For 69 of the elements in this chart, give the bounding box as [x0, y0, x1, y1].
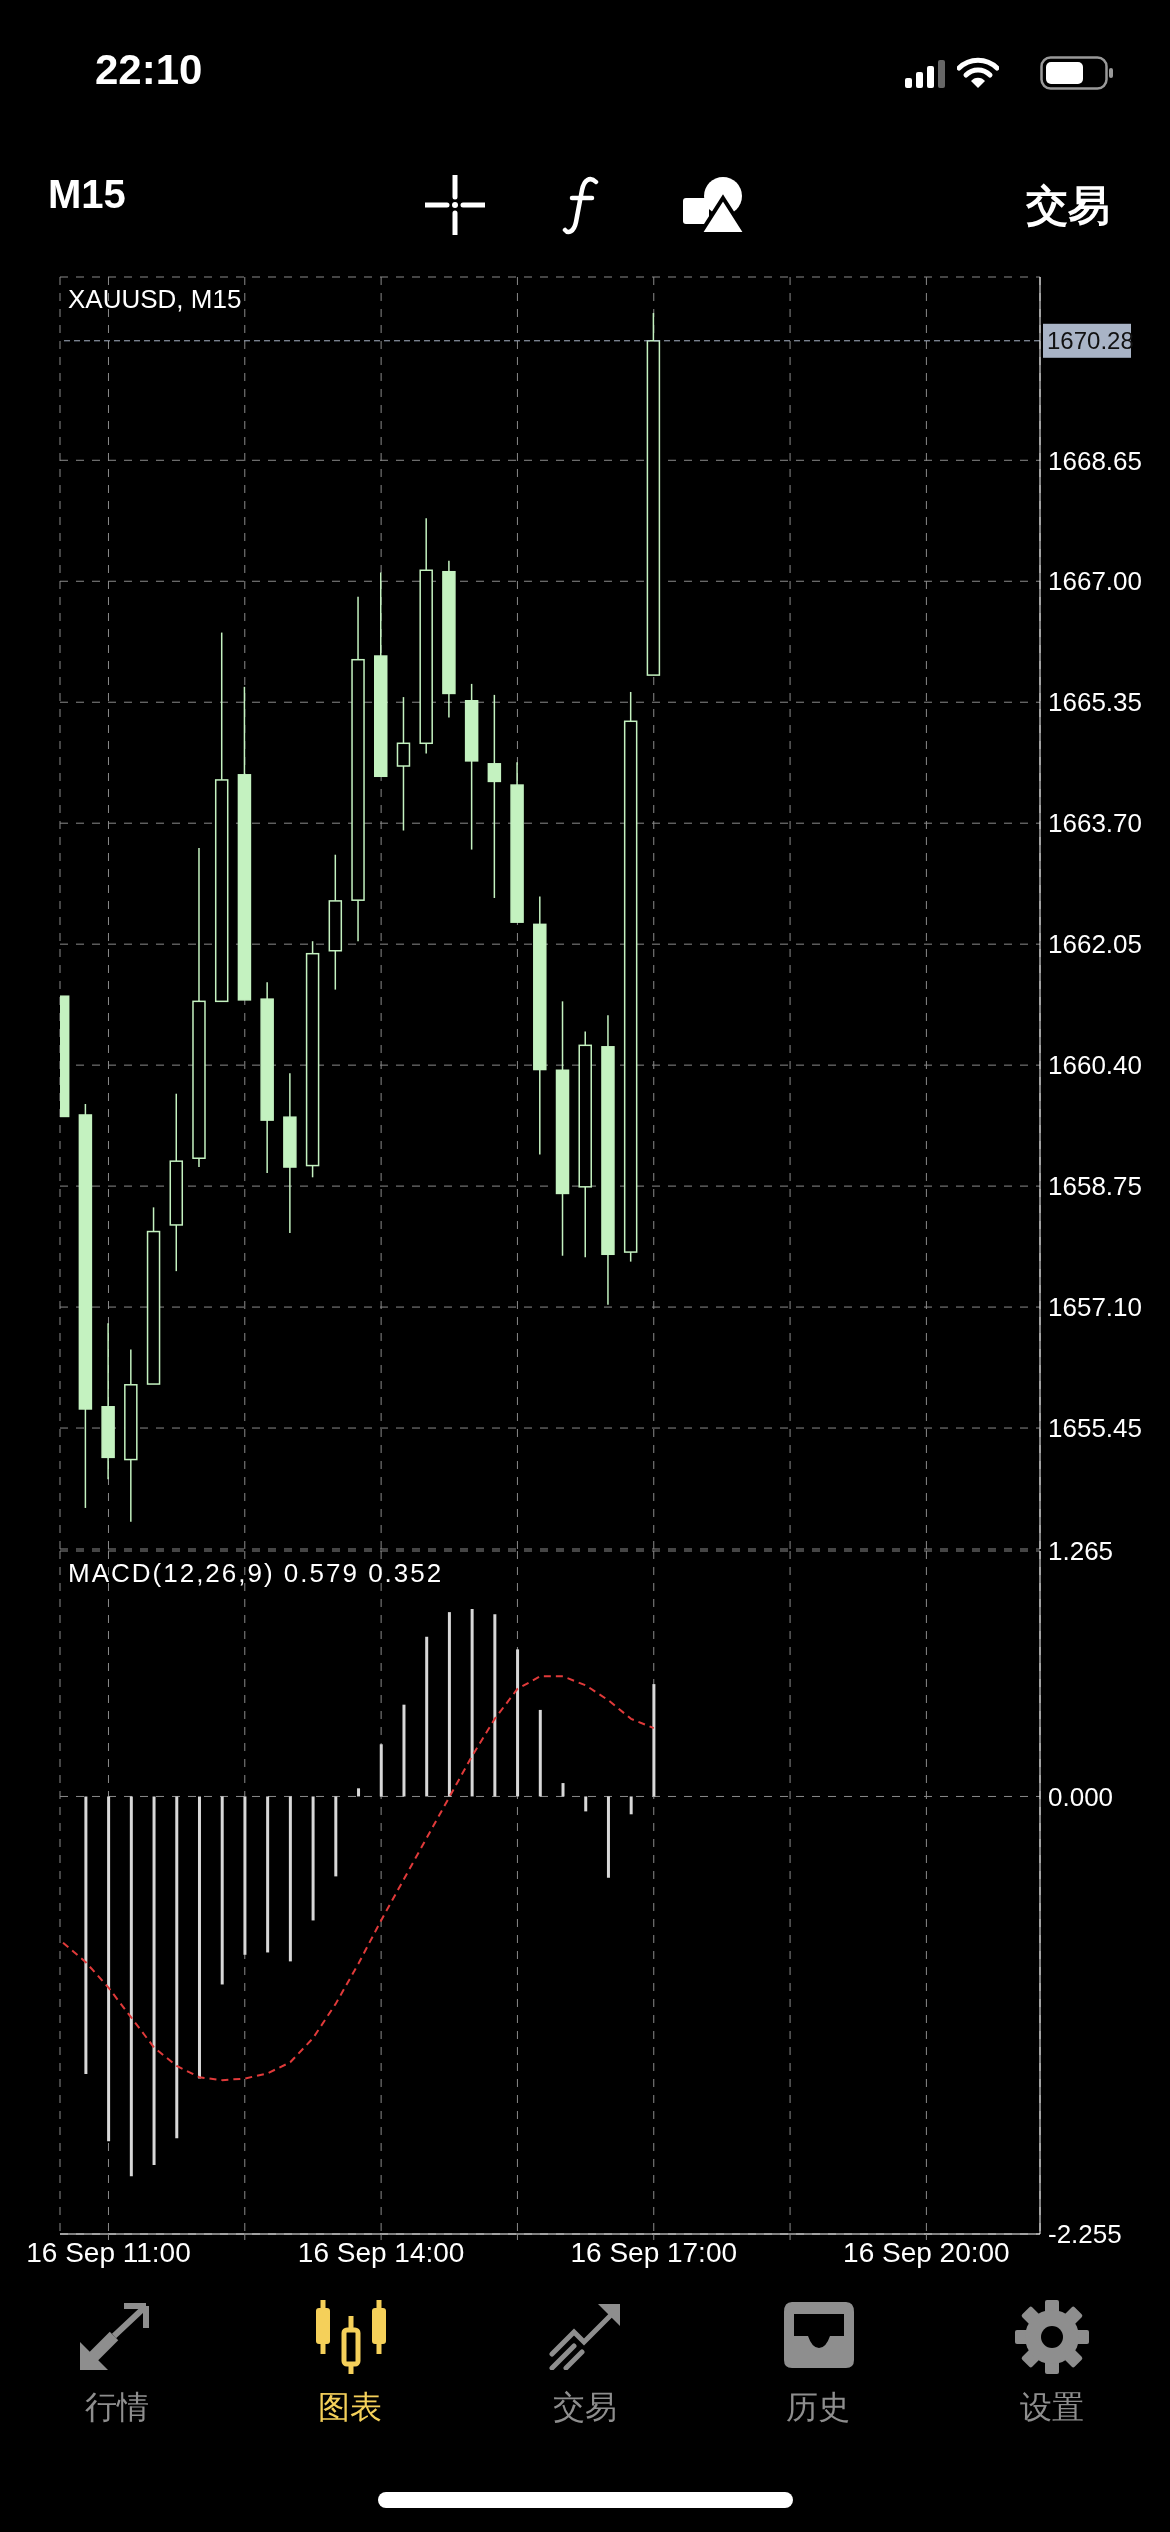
bar [493, 1614, 497, 1797]
bar [175, 1796, 179, 2139]
y-tick-label: 1662.05 [1048, 929, 1142, 960]
candlestick [260, 981, 274, 1174]
y-tick-label: -2.255 [1048, 2219, 1122, 2250]
x-tick-label: 16 Sep 17:00 [570, 2236, 738, 2268]
bar [129, 1796, 133, 2177]
line-series [62, 1675, 655, 2082]
text: 历史 [785, 2388, 851, 2427]
text: 交易 [1026, 181, 1110, 231]
text: M15 [48, 172, 126, 217]
bar [538, 1709, 542, 1797]
bar [652, 1684, 656, 1797]
y-tick-label: 1663.70 [1048, 808, 1142, 839]
candlestick [169, 1092, 184, 1272]
candlestick [283, 1072, 297, 1234]
candlestick [396, 696, 411, 832]
bar [84, 1796, 88, 2075]
y-tick-label: 1655.45 [1048, 1413, 1142, 1444]
candlestick [124, 1348, 138, 1523]
candlestick [533, 895, 547, 1156]
bar [379, 1744, 383, 1797]
y-tick-label: 1668.65 [1048, 445, 1142, 476]
candlestick [601, 1014, 615, 1306]
candlestick [351, 595, 365, 942]
bar [357, 1788, 361, 1797]
bar [243, 1796, 247, 1955]
bar [220, 1796, 224, 1985]
candlestick [487, 694, 502, 899]
bar [288, 1796, 292, 1962]
bar [606, 1796, 610, 1878]
bar [516, 1649, 520, 1797]
text: 图表 [317, 2388, 383, 2427]
chart-title: XAUUSD, M15 [68, 284, 242, 315]
bar [266, 1796, 270, 1953]
x-tick-label: 16 Sep 14:00 [297, 2236, 465, 2268]
bar [425, 1636, 429, 1797]
candlestick [192, 847, 206, 1168]
y-tick-label: 1658.75 [1048, 1171, 1142, 1202]
y-tick-label: 1660.40 [1048, 1050, 1142, 1081]
y-tick-label: 1665.35 [1048, 687, 1142, 718]
bar [470, 1609, 474, 1797]
bar [197, 1796, 201, 2079]
candlestick [578, 1030, 592, 1258]
bar [561, 1783, 565, 1797]
y-tick-label: 1667.00 [1048, 566, 1142, 597]
x-tick-label: 16 Sep 11:00 [26, 2236, 191, 2268]
chart-title: MACD(12,26,9) 0.579 0.352 [68, 1558, 444, 1589]
y-tick-label: 1.265 [1048, 1536, 1114, 1567]
bar [402, 1704, 406, 1797]
bar [107, 1796, 111, 2142]
candlestick [555, 1000, 570, 1257]
candlestick [419, 517, 433, 755]
bar [629, 1796, 633, 1815]
candlestick [328, 853, 343, 991]
text: 22:10 [95, 46, 203, 94]
text: 行情 [84, 2388, 150, 2427]
y-tick-label: 0.000 [1048, 1781, 1114, 1812]
y-tick-label: 1657.10 [1048, 1292, 1142, 1323]
bar [584, 1796, 588, 1812]
text: 交易 [552, 2388, 618, 2427]
bar [152, 1796, 156, 2166]
bar [311, 1796, 315, 1921]
bar [447, 1612, 451, 1797]
bar [334, 1796, 338, 1877]
text: 设置 [1019, 2388, 1085, 2427]
x-tick-label: 16 Sep 20:00 [843, 2236, 1010, 2268]
candlestick [101, 1322, 115, 1481]
candlestick [442, 559, 456, 719]
